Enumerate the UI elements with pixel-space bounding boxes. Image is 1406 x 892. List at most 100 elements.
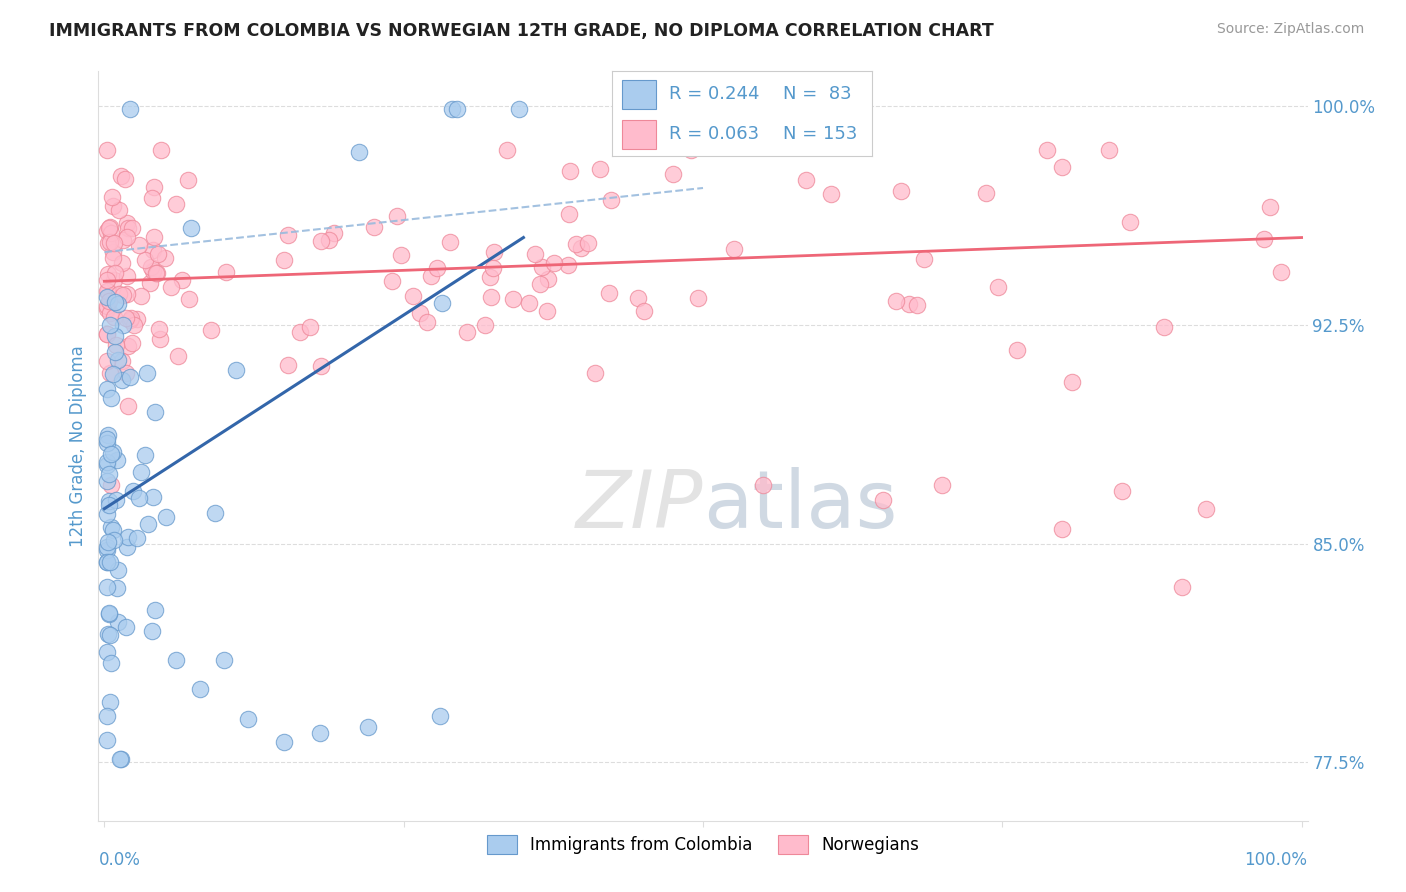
Text: atlas: atlas: [703, 467, 897, 545]
Text: R = 0.063: R = 0.063: [669, 125, 759, 143]
Point: [98, 494, 121, 508]
Point: [517, 295, 540, 310]
Point: [143, 405, 166, 419]
Point: [97, 467, 120, 482]
Point: [1119, 215, 1142, 229]
Point: [176, 173, 198, 187]
Point: [104, 294, 127, 309]
Point: [128, 238, 150, 252]
Point: [752, 478, 775, 492]
Point: [98, 628, 121, 642]
Point: [136, 516, 159, 531]
Point: [142, 264, 165, 278]
Point: [688, 291, 710, 305]
Text: IMMIGRANTS FROM COLOMBIA VS NORWEGIAN 12TH GRADE, NO DIPLOMA CORRELATION CHART: IMMIGRANTS FROM COLOMBIA VS NORWEGIAN 12…: [49, 22, 994, 40]
Point: [96, 383, 118, 397]
Point: [114, 171, 136, 186]
Text: N = 153: N = 153: [783, 125, 858, 143]
Point: [96, 555, 118, 569]
Point: [357, 720, 380, 734]
Point: [107, 296, 129, 310]
Point: [820, 186, 842, 201]
Point: [430, 296, 453, 310]
Point: [146, 266, 169, 280]
Point: [97, 498, 120, 512]
Point: [905, 298, 928, 312]
Point: [311, 235, 333, 249]
Point: [931, 478, 953, 492]
Point: [1098, 143, 1121, 157]
Point: [110, 169, 132, 183]
Point: [115, 366, 138, 380]
Point: [104, 329, 127, 343]
Point: [482, 245, 505, 260]
Point: [482, 261, 505, 276]
Point: [101, 523, 124, 537]
Point: [103, 533, 125, 547]
Point: [165, 197, 187, 211]
Legend: Immigrants from Colombia, Norwegians: Immigrants from Colombia, Norwegians: [481, 829, 925, 861]
Point: [100, 447, 122, 461]
Point: [96, 580, 118, 594]
Point: [96, 644, 118, 658]
Point: [96, 273, 118, 287]
Point: [912, 252, 935, 266]
Point: [543, 256, 565, 270]
Point: [110, 255, 132, 269]
Point: [299, 319, 322, 334]
Point: [537, 272, 560, 286]
Point: [121, 221, 143, 235]
Bar: [621, 80, 655, 110]
Point: [389, 248, 412, 262]
Point: [150, 143, 173, 157]
Point: [101, 445, 124, 459]
Point: [1171, 581, 1194, 595]
Point: [323, 226, 346, 240]
Point: [100, 235, 122, 249]
Point: [134, 448, 156, 462]
Point: [96, 299, 118, 313]
Point: [508, 102, 530, 116]
Point: [96, 290, 118, 304]
Point: [153, 252, 176, 266]
Point: [96, 540, 118, 554]
Point: [111, 373, 134, 387]
Point: [987, 280, 1010, 294]
Point: [97, 267, 120, 281]
Point: [107, 563, 129, 577]
Point: [107, 615, 129, 629]
Point: [558, 206, 581, 220]
Point: [143, 180, 166, 194]
Point: [129, 289, 152, 303]
Point: [1195, 501, 1218, 516]
Point: [884, 293, 907, 308]
Point: [115, 268, 138, 283]
Point: [565, 237, 588, 252]
Point: [496, 143, 519, 157]
Point: [97, 627, 120, 641]
Text: ZIP: ZIP: [575, 467, 703, 545]
Point: [416, 315, 439, 329]
Point: [524, 247, 547, 261]
Point: [679, 143, 702, 157]
Point: [96, 327, 118, 342]
Point: [583, 366, 606, 380]
Point: [600, 193, 623, 207]
Point: [277, 227, 299, 242]
Point: [117, 399, 139, 413]
Point: [122, 318, 145, 332]
Point: [1052, 160, 1074, 174]
Point: [103, 245, 125, 260]
Point: [387, 209, 409, 223]
Point: [363, 220, 385, 235]
Point: [96, 284, 118, 298]
Point: [105, 338, 128, 352]
Point: [115, 540, 138, 554]
Point: [439, 235, 461, 250]
Point: [96, 475, 118, 489]
Point: [502, 292, 524, 306]
Point: [103, 273, 125, 287]
Point: [166, 350, 188, 364]
Point: [441, 102, 464, 116]
Point: [128, 491, 150, 506]
